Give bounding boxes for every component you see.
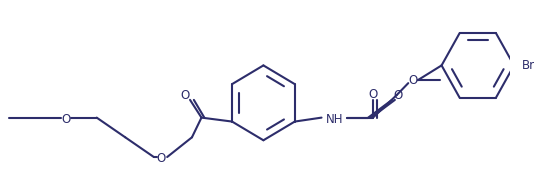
Text: O: O: [393, 89, 403, 102]
Text: O: O: [180, 89, 190, 102]
Text: O: O: [368, 88, 378, 101]
Text: O: O: [157, 152, 166, 166]
Text: Br: Br: [522, 59, 534, 72]
Text: NH: NH: [326, 113, 343, 126]
Text: O: O: [409, 74, 418, 87]
Text: O: O: [61, 113, 71, 126]
